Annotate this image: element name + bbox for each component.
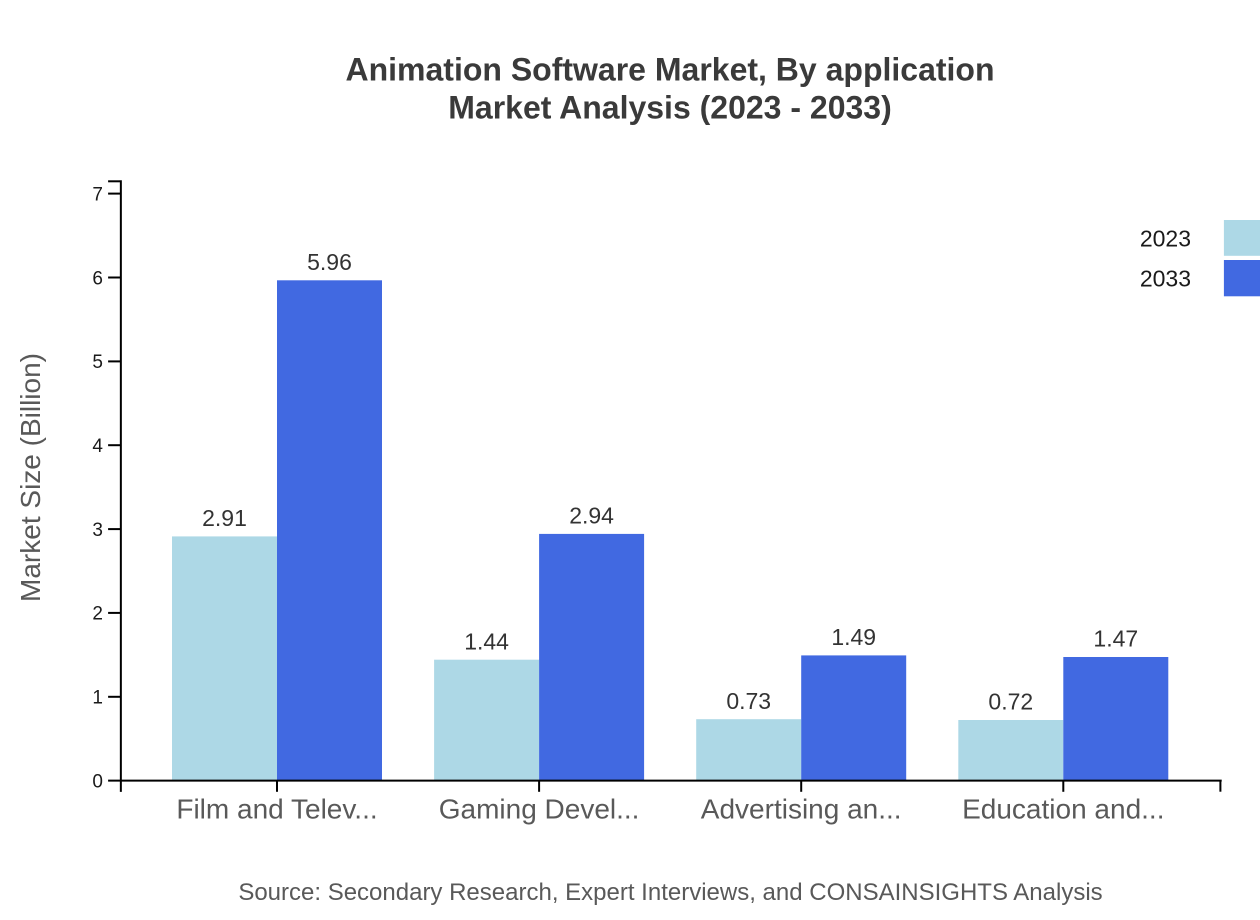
svg-text:2.91: 2.91: [202, 505, 247, 531]
svg-text:2: 2: [92, 604, 103, 625]
svg-text:2.94: 2.94: [569, 503, 614, 529]
svg-text:3: 3: [92, 520, 103, 541]
svg-text:1.49: 1.49: [831, 624, 876, 650]
svg-text:Gaming Devel...: Gaming Devel...: [439, 793, 640, 824]
svg-text:Advertising an...: Advertising an...: [701, 793, 902, 824]
svg-text:1.47: 1.47: [1093, 626, 1138, 652]
svg-text:0.73: 0.73: [726, 688, 771, 714]
svg-text:2033: 2033: [1140, 266, 1191, 292]
svg-text:0.72: 0.72: [988, 689, 1033, 715]
svg-text:Education and...: Education and...: [962, 793, 1164, 824]
svg-text:Source: Secondary Research, Ex: Source: Secondary Research, Expert Inter…: [238, 879, 1102, 906]
svg-text:7: 7: [92, 184, 103, 205]
svg-text:6: 6: [92, 268, 103, 289]
svg-text:Film and Telev...: Film and Telev...: [176, 793, 377, 824]
svg-text:2023: 2023: [1140, 226, 1191, 252]
svg-text:4: 4: [92, 436, 103, 457]
svg-text:1: 1: [92, 688, 103, 709]
svg-text:5.96: 5.96: [307, 249, 352, 275]
svg-text:Market Analysis (2023 - 2033): Market Analysis (2023 - 2033): [448, 89, 892, 125]
svg-text:Animation Software Market, By: Animation Software Market, By applicatio…: [346, 52, 995, 88]
svg-text:0: 0: [92, 771, 103, 792]
svg-text:1.44: 1.44: [464, 628, 509, 654]
svg-text:5: 5: [92, 352, 103, 373]
svg-text:Market Size (Billion): Market Size (Billion): [15, 353, 46, 602]
